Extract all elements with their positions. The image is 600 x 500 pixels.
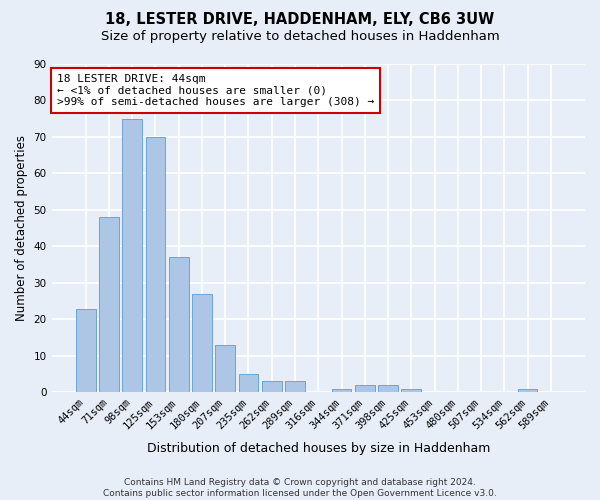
X-axis label: Distribution of detached houses by size in Haddenham: Distribution of detached houses by size … bbox=[146, 442, 490, 455]
Bar bbox=[262, 382, 281, 392]
Bar bbox=[518, 389, 538, 392]
Bar bbox=[285, 382, 305, 392]
Text: 18 LESTER DRIVE: 44sqm
← <1% of detached houses are smaller (0)
>99% of semi-det: 18 LESTER DRIVE: 44sqm ← <1% of detached… bbox=[57, 74, 374, 107]
Text: Contains HM Land Registry data © Crown copyright and database right 2024.
Contai: Contains HM Land Registry data © Crown c… bbox=[103, 478, 497, 498]
Bar bbox=[332, 389, 352, 392]
Bar bbox=[215, 345, 235, 393]
Bar bbox=[239, 374, 259, 392]
Y-axis label: Number of detached properties: Number of detached properties bbox=[15, 135, 28, 321]
Text: Size of property relative to detached houses in Haddenham: Size of property relative to detached ho… bbox=[101, 30, 499, 43]
Bar bbox=[76, 308, 95, 392]
Bar bbox=[99, 218, 119, 392]
Bar bbox=[122, 118, 142, 392]
Bar bbox=[146, 137, 166, 392]
Bar bbox=[378, 385, 398, 392]
Bar bbox=[355, 385, 374, 392]
Bar bbox=[169, 258, 188, 392]
Bar bbox=[192, 294, 212, 392]
Bar bbox=[401, 389, 421, 392]
Text: 18, LESTER DRIVE, HADDENHAM, ELY, CB6 3UW: 18, LESTER DRIVE, HADDENHAM, ELY, CB6 3U… bbox=[106, 12, 494, 28]
